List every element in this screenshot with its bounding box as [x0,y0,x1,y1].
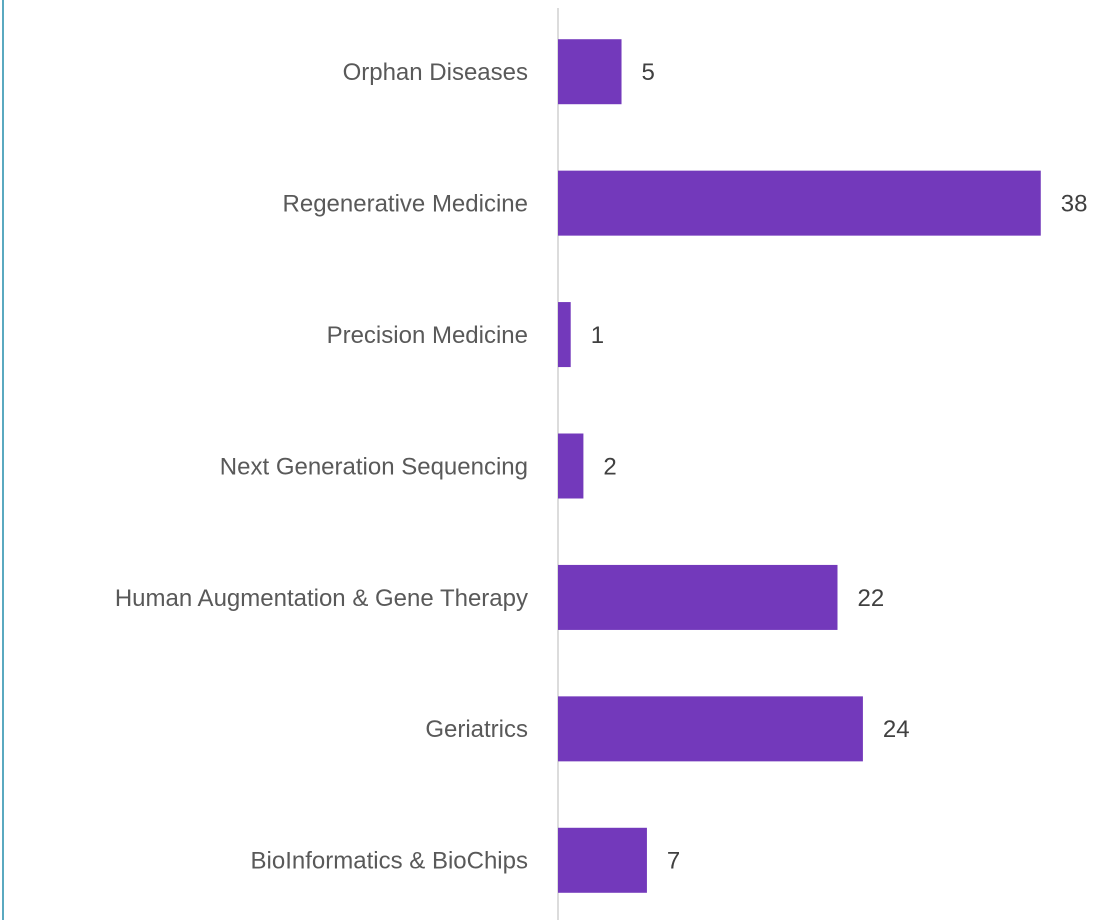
bar [558,39,622,105]
bar [558,564,838,630]
data-label: 2 [603,453,616,480]
bar [558,302,571,368]
data-label: 7 [667,848,680,875]
data-label: 22 [858,585,885,612]
y-tick-label: Next Generation Sequencing [220,453,528,480]
y-tick-label: Orphan Diseases [343,59,528,86]
data-label: 38 [1061,190,1088,217]
y-tick-label: Geriatrics [425,716,528,743]
bar [558,170,1041,236]
bar [558,433,584,499]
data-label: 1 [591,322,604,349]
bar [558,827,647,893]
data-label: 24 [883,716,910,743]
y-tick-label: Regenerative Medicine [283,190,528,217]
bar [558,696,863,762]
y-tick-label: Human Augmentation & Gene Therapy [115,585,528,612]
data-label: 5 [642,59,655,86]
y-tick-label: BioInformatics & BioChips [251,848,528,875]
y-tick-label: Precision Medicine [327,322,528,349]
